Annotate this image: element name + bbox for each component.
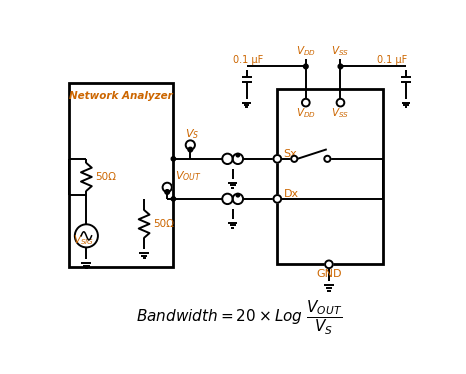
Text: 50Ω: 50Ω <box>153 219 174 229</box>
Text: $V_{DD}$: $V_{DD}$ <box>296 107 316 120</box>
Circle shape <box>171 157 176 161</box>
Circle shape <box>291 156 297 162</box>
Text: $V_{OUT}$: $V_{OUT}$ <box>175 170 202 184</box>
Text: $V_{DD}$: $V_{DD}$ <box>296 44 316 58</box>
Circle shape <box>188 147 192 152</box>
Circle shape <box>303 64 308 69</box>
Text: 0.1 μF: 0.1 μF <box>377 55 407 65</box>
Circle shape <box>274 195 281 203</box>
Text: $V_{SS}$: $V_{SS}$ <box>331 44 350 58</box>
Text: 0.1 μF: 0.1 μF <box>233 55 263 65</box>
Circle shape <box>336 99 344 107</box>
Circle shape <box>185 140 195 150</box>
Circle shape <box>324 156 330 162</box>
Text: GND: GND <box>316 269 342 279</box>
Circle shape <box>236 153 240 157</box>
Text: $V_{SIG}$: $V_{SIG}$ <box>73 233 95 247</box>
Text: Dx: Dx <box>283 189 299 199</box>
Text: Sx: Sx <box>283 149 297 159</box>
Text: $V_{SS}$: $V_{SS}$ <box>331 107 350 120</box>
Circle shape <box>163 183 172 192</box>
Circle shape <box>338 64 343 69</box>
Text: $\mathit{Bandwidth} = 20 \times \mathit{Log}\ \dfrac{V_{OUT}}{V_S}$: $\mathit{Bandwidth} = 20 \times \mathit{… <box>136 299 342 337</box>
Circle shape <box>236 193 240 197</box>
Text: 50Ω: 50Ω <box>96 172 116 182</box>
Circle shape <box>274 155 281 163</box>
Circle shape <box>171 197 176 201</box>
Bar <box>277 89 383 264</box>
Circle shape <box>302 99 310 107</box>
Circle shape <box>165 190 170 194</box>
Bar <box>69 83 173 267</box>
Circle shape <box>325 260 333 268</box>
Text: $V_S$: $V_S$ <box>185 127 200 141</box>
Text: Network Analyzer: Network Analyzer <box>69 91 173 101</box>
